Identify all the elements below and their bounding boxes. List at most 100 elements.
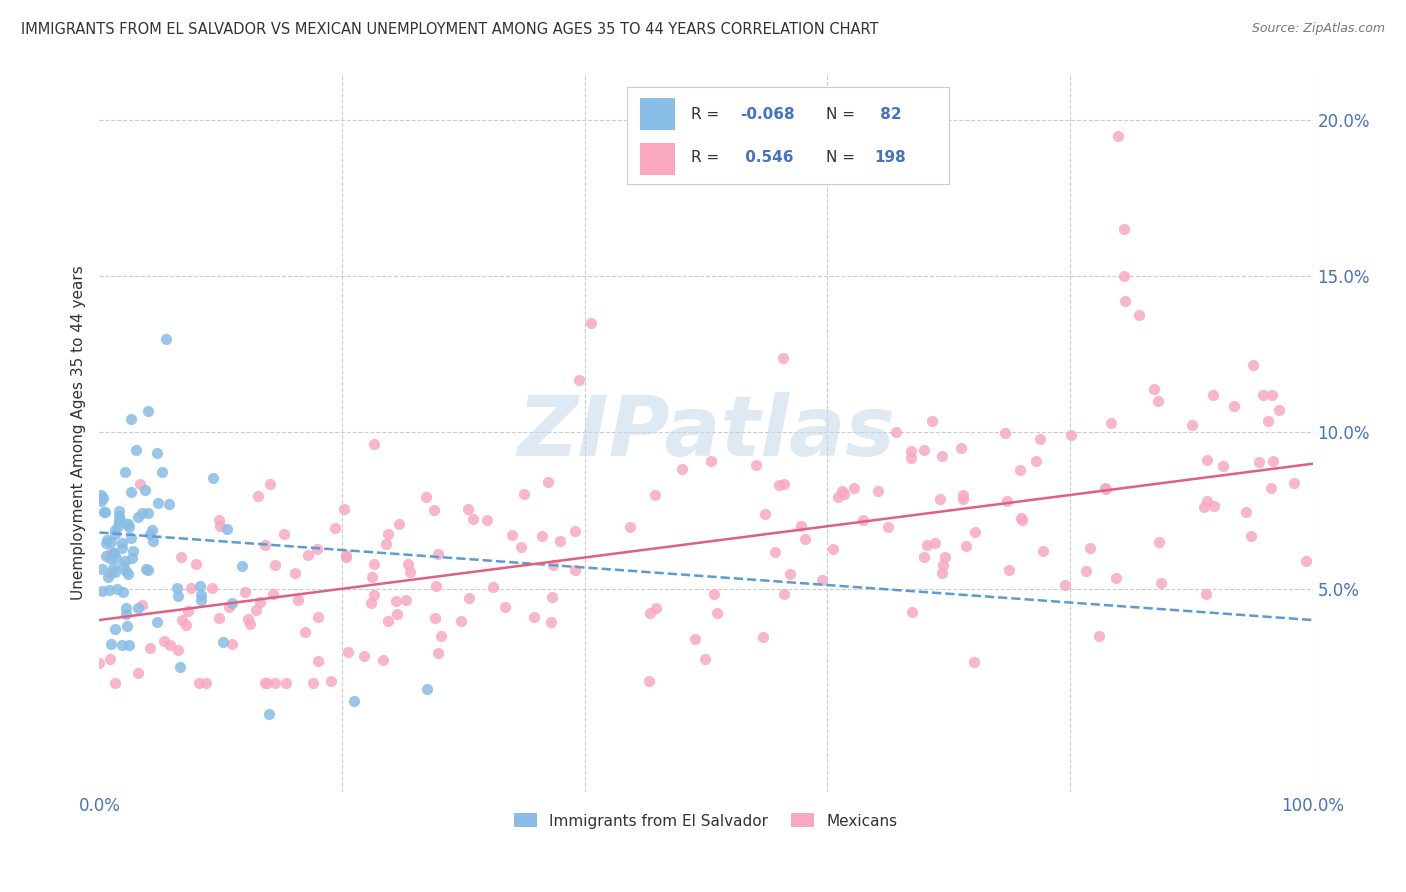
Point <box>157 497 180 511</box>
Point <box>1105 571 1128 585</box>
Point <box>1112 222 1135 236</box>
Point <box>104 622 127 636</box>
Point <box>120 484 142 499</box>
Point <box>108 513 131 527</box>
Point <box>475 513 498 527</box>
Point <box>579 316 602 330</box>
Point <box>425 611 447 625</box>
Point <box>148 496 170 510</box>
Point <box>259 706 281 721</box>
Point <box>152 634 174 648</box>
Point <box>877 520 900 534</box>
Point <box>127 601 149 615</box>
Point <box>121 551 143 566</box>
Point <box>842 482 865 496</box>
Point <box>131 506 153 520</box>
Point <box>832 487 855 501</box>
Point <box>683 632 706 647</box>
Point <box>1261 388 1284 402</box>
Point <box>287 593 309 607</box>
Point <box>360 596 382 610</box>
Point <box>540 590 562 604</box>
Point <box>789 518 811 533</box>
Point <box>568 373 591 387</box>
Point <box>619 520 641 534</box>
Point <box>105 551 128 566</box>
Point <box>1284 476 1306 491</box>
Point <box>100 545 122 559</box>
Point <box>323 520 346 534</box>
Point <box>537 475 560 489</box>
Point <box>105 582 128 596</box>
Point <box>827 491 849 505</box>
Point <box>671 461 693 475</box>
Point <box>810 573 832 587</box>
Point <box>1146 393 1168 408</box>
Point <box>852 513 875 527</box>
Point <box>142 533 165 548</box>
Point <box>188 578 211 592</box>
Point <box>1192 500 1215 514</box>
Point <box>1114 294 1136 309</box>
Point <box>1251 388 1274 402</box>
Point <box>100 637 122 651</box>
Point <box>1010 511 1032 525</box>
Point <box>1268 403 1291 417</box>
Point <box>186 558 208 572</box>
Point <box>108 504 131 518</box>
Point <box>1212 458 1234 473</box>
Point <box>1197 452 1219 467</box>
Point <box>965 525 987 540</box>
Point <box>831 483 853 498</box>
Point <box>638 673 661 688</box>
Point <box>415 490 437 504</box>
Point <box>463 512 485 526</box>
Point <box>114 465 136 479</box>
Point <box>94 536 117 550</box>
Point <box>1247 455 1270 469</box>
Point <box>307 542 329 557</box>
Text: IMMIGRANTS FROM EL SALVADOR VS MEXICAN UNEMPLOYMENT AMONG AGES 35 TO 44 YEARS CO: IMMIGRANTS FROM EL SALVADOR VS MEXICAN U… <box>21 22 879 37</box>
Point <box>363 588 385 602</box>
Point <box>745 458 768 472</box>
Point <box>1202 500 1225 514</box>
Point <box>150 466 173 480</box>
Point <box>111 535 134 549</box>
Point <box>427 647 450 661</box>
Point <box>114 600 136 615</box>
Point <box>170 613 193 627</box>
Point <box>638 607 661 621</box>
Point <box>246 489 269 503</box>
Point <box>167 643 190 657</box>
Point <box>307 654 329 668</box>
Point <box>90 494 112 508</box>
Point <box>396 557 419 571</box>
Point <box>779 567 801 582</box>
Point <box>211 634 233 648</box>
Legend: Immigrants from El Salvador, Mexicans: Immigrants from El Salvador, Mexicans <box>508 807 904 835</box>
Point <box>93 505 115 519</box>
Point <box>541 558 564 573</box>
Point <box>564 524 586 538</box>
Point <box>91 491 114 505</box>
Point <box>195 675 218 690</box>
Point <box>127 665 149 680</box>
Point <box>249 595 271 609</box>
Point <box>253 538 276 552</box>
Point <box>117 567 139 582</box>
Point <box>215 522 238 536</box>
Point <box>100 566 122 580</box>
Point <box>363 436 385 450</box>
Point <box>201 581 224 595</box>
Point <box>139 527 162 541</box>
Point <box>952 491 974 506</box>
Point <box>120 411 142 425</box>
Point <box>239 617 262 632</box>
Point <box>914 442 936 457</box>
Point <box>274 675 297 690</box>
Point <box>1295 554 1317 568</box>
Point <box>336 645 359 659</box>
Point <box>159 638 181 652</box>
Point <box>118 520 141 534</box>
Point <box>900 443 922 458</box>
